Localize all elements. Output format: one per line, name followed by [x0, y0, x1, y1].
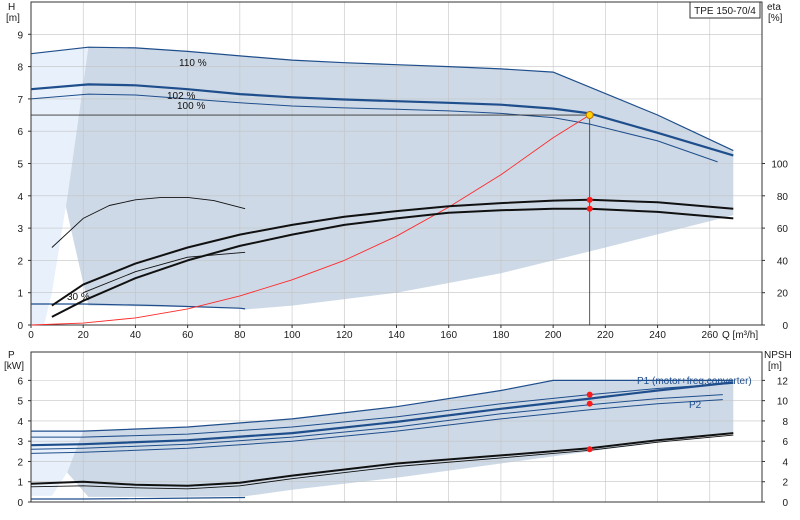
head-efficiency-panel: 0 1 2 3 4 5 6 7 8 9 0 20 40 60 80 100 0 20 40 60 80 100 120 140…	[17, 1, 789, 341]
y-left-tick-label: 3	[17, 224, 23, 235]
top-y-right-unit: [%]	[768, 13, 783, 24]
x-tick-label: 80	[234, 330, 246, 341]
series-line-0	[30, 46, 734, 152]
series-line-5	[31, 496, 246, 500]
speed-label-110: 110 %	[179, 58, 207, 69]
series-line-7	[30, 434, 734, 490]
x-tick-label: 60	[182, 330, 194, 341]
y-left-tick-label: 1	[17, 289, 23, 300]
efficiency-marker-0	[586, 196, 593, 203]
x-tick-label: 200	[545, 330, 562, 341]
top-y-left-unit: [m]	[6, 13, 20, 24]
x-tick-label: 0	[28, 330, 34, 341]
y-left-tick-label: 2	[17, 256, 23, 267]
y-right-tick-label: 0	[782, 498, 788, 509]
y-left-tick-label: 4	[17, 417, 23, 428]
model-label-box: TPE 150-70/4	[689, 1, 761, 19]
series-line-3	[30, 394, 723, 450]
y-right-tick-label: 2	[782, 478, 788, 489]
y-left-tick-label: 4	[17, 192, 23, 203]
legend-p2: P2	[689, 400, 702, 411]
bottom-y-left-label: P	[8, 350, 15, 361]
bottom-y-right-unit: [m]	[768, 361, 782, 372]
speed-label-102: 102 %	[167, 91, 195, 102]
bottom-y-left-unit: [kW]	[4, 361, 24, 372]
y-left-tick-label: 2	[17, 457, 23, 468]
low-speed-region	[31, 47, 89, 325]
low-speed-region	[31, 431, 84, 496]
series-line-5	[51, 196, 246, 248]
x-tick-label: 220	[597, 330, 614, 341]
y-right-tick-label: 12	[777, 376, 789, 387]
y-right-tick-label: 6	[782, 437, 788, 448]
series-line-1	[30, 381, 734, 447]
y-right-tick-label: 10	[777, 397, 789, 408]
y-right-tick-label: 60	[777, 224, 789, 235]
y-left-tick-label: 0	[17, 321, 23, 332]
efficiency-marker-1	[586, 205, 593, 212]
series-line-6	[30, 432, 734, 487]
speed-label-30: 30 %	[67, 292, 90, 303]
y-left-tick-label: 9	[17, 30, 23, 41]
series-line-0	[31, 379, 734, 432]
y-right-tick-label: 40	[777, 256, 789, 267]
operating-region	[31, 380, 734, 497]
operating-region	[31, 47, 734, 310]
series-line-1	[30, 83, 734, 157]
y-left-tick-label: 0	[17, 498, 23, 509]
x-tick-label: 40	[130, 330, 142, 341]
y-left-tick-label: 5	[17, 160, 23, 171]
x-tick-label: 260	[701, 330, 718, 341]
top-y-left-label: H	[8, 2, 15, 13]
y-right-tick-label: 0	[782, 321, 788, 332]
x-tick-label: 20	[78, 330, 90, 341]
power-marker-1	[586, 400, 593, 407]
y-right-tick-label: 4	[782, 457, 788, 468]
x-tick-label: 120	[336, 330, 353, 341]
top-x-axis-label: Q [m³/h]	[722, 330, 758, 341]
series-line-7	[51, 207, 734, 318]
y-left-tick-label: 7	[17, 95, 23, 106]
operating-point	[585, 111, 594, 120]
y-left-tick-label: 3	[17, 437, 23, 448]
series-line-8	[83, 251, 246, 294]
model-label: TPE 150-70/4	[694, 6, 756, 17]
series-line-2	[30, 93, 718, 163]
y-right-tick-label: 100	[771, 160, 788, 171]
axes-frame	[30, 351, 763, 503]
legend-p1: P1 (motor+freq.converter)	[637, 376, 752, 387]
power-marker-0	[586, 391, 593, 398]
x-tick-label: 100	[284, 330, 301, 341]
y-left-tick-label: 8	[17, 63, 23, 74]
top-y-right-label: eta	[767, 2, 781, 13]
speed-label-100: 100 %	[177, 101, 205, 112]
series-line-3	[31, 303, 246, 310]
y-right-tick-label: 20	[777, 289, 789, 300]
bottom-y-right-label: NPSH	[764, 350, 792, 361]
y-left-tick-label: 5	[17, 397, 23, 408]
x-tick-label: 140	[388, 330, 405, 341]
x-tick-label: 240	[649, 330, 666, 341]
y-left-tick-label: 6	[17, 127, 23, 138]
x-tick-label: 180	[493, 330, 510, 341]
series-line-4	[30, 399, 723, 454]
x-tick-label: 160	[440, 330, 457, 341]
series-line-6	[51, 198, 734, 307]
y-right-tick-label: 80	[777, 192, 789, 203]
y-left-tick-label: 1	[17, 478, 23, 489]
series-line-4	[30, 114, 590, 326]
power-marker-2	[586, 446, 593, 453]
series-line-2	[31, 382, 734, 438]
y-right-tick-label: 8	[782, 417, 788, 428]
y-left-tick-label: 6	[17, 376, 23, 387]
